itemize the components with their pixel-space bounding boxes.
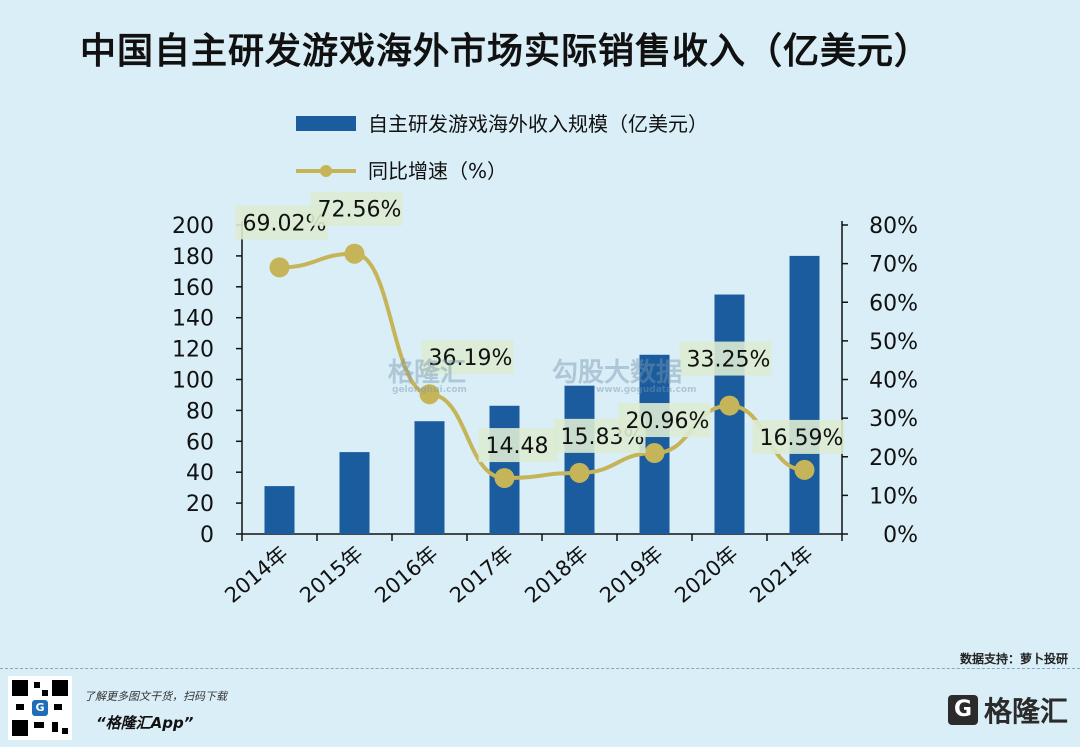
data-label: 20.96%: [626, 409, 710, 434]
right-tick-label: 20%: [869, 446, 918, 471]
data-label-box: [618, 403, 711, 438]
left-tick-label: 160: [172, 276, 214, 301]
bar: [789, 255, 820, 534]
bar: [339, 452, 370, 534]
growth-point: [344, 243, 365, 264]
right-tick-label: 60%: [869, 291, 918, 316]
growth-point: [269, 257, 290, 278]
footer-app-name: “格隆汇App”: [96, 714, 194, 732]
bar: [414, 421, 445, 534]
right-tick-label: 80%: [869, 214, 918, 239]
page-title: 中国自主研发游戏海外市场实际销售收入（亿美元）: [80, 31, 932, 72]
legend-bar-label: 自主研发游戏海外收入规模（亿美元）: [368, 112, 708, 136]
growth-point: [419, 384, 440, 405]
data-label: 16.59%: [760, 426, 844, 451]
data-source: 数据支持：萝卜投研: [959, 652, 1068, 666]
brand-name: 格隆汇: [983, 695, 1068, 728]
data-label-box: [310, 191, 403, 226]
legend-bar-swatch: [296, 116, 356, 131]
qr-logo-icon: G: [32, 700, 48, 716]
data-label: 33.25%: [687, 348, 771, 373]
growth-point: [719, 395, 740, 416]
growth-point: [794, 459, 815, 480]
category-label: 2018年: [520, 541, 592, 607]
left-tick-label: 40: [186, 461, 214, 486]
left-tick-label: 120: [172, 338, 214, 363]
category-label: 2015年: [295, 541, 367, 607]
left-tick-label: 140: [172, 307, 214, 332]
right-tick-label: 30%: [869, 407, 918, 432]
right-tick-label: 70%: [869, 253, 918, 278]
left-tick-label: 20: [186, 492, 214, 517]
category-label: 2014年: [220, 541, 292, 607]
data-label-box: [679, 341, 772, 376]
growth-point: [569, 462, 590, 483]
data-label: 36.19%: [429, 346, 513, 371]
data-label-box: [478, 428, 558, 463]
footer-divider: [0, 668, 1080, 669]
data-label: 72.56%: [318, 198, 402, 223]
combo-chart: 自主研发游戏海外收入规模（亿美元） 同比增速（%） 0 20 40 60 80 100 120 1…: [172, 112, 918, 608]
bar: [264, 486, 295, 534]
category-label: 2016年: [370, 541, 442, 607]
legend-line-label: 同比增速（%）: [368, 159, 507, 183]
right-tick-label: 10%: [869, 484, 918, 509]
footer-note: 了解更多图文干货，扫码下载: [84, 690, 227, 703]
left-tick-label: 200: [172, 214, 214, 239]
data-label: 14.48: [486, 434, 549, 459]
growth-point: [494, 468, 515, 489]
right-tick-label: 40%: [869, 369, 918, 394]
category-label: 2017年: [445, 541, 517, 607]
left-tick-label: 80: [186, 399, 214, 424]
right-tick-label: 50%: [869, 330, 918, 355]
brand-logo: G 格隆汇: [947, 690, 1068, 730]
left-tick-label: 180: [172, 245, 214, 270]
left-tick-label: 60: [186, 430, 214, 455]
right-tick-label: 0%: [883, 523, 918, 548]
category-label: 2019年: [595, 541, 667, 607]
data-label-box: [752, 419, 845, 454]
data-label-box: [421, 340, 514, 375]
category-label: 2020年: [670, 541, 742, 607]
legend-line-marker: [320, 165, 332, 177]
category-label: 2021年: [745, 541, 817, 607]
bar: [564, 385, 595, 534]
growth-point: [644, 443, 665, 464]
qr-code[interactable]: G: [8, 676, 72, 740]
left-tick-label: 100: [172, 369, 214, 394]
left-tick-label: 0: [200, 523, 214, 548]
brand-g-icon: G: [947, 695, 978, 725]
